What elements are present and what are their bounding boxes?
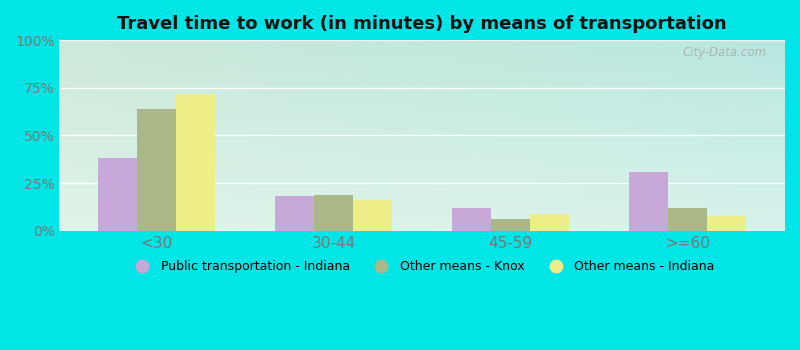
- Title: Travel time to work (in minutes) by means of transportation: Travel time to work (in minutes) by mean…: [118, 15, 727, 33]
- Bar: [530, 214, 569, 231]
- Bar: [314, 195, 353, 231]
- Bar: [353, 200, 392, 231]
- Bar: [176, 93, 215, 231]
- Bar: [275, 196, 314, 231]
- Bar: [630, 172, 668, 231]
- Bar: [707, 216, 746, 231]
- Bar: [491, 219, 530, 231]
- Text: City-Data.com: City-Data.com: [682, 46, 767, 59]
- Bar: [668, 208, 707, 231]
- Bar: [98, 158, 138, 231]
- Legend: Public transportation - Indiana, Other means - Knox, Other means - Indiana: Public transportation - Indiana, Other m…: [125, 255, 720, 278]
- Bar: [452, 208, 491, 231]
- Bar: [138, 109, 176, 231]
